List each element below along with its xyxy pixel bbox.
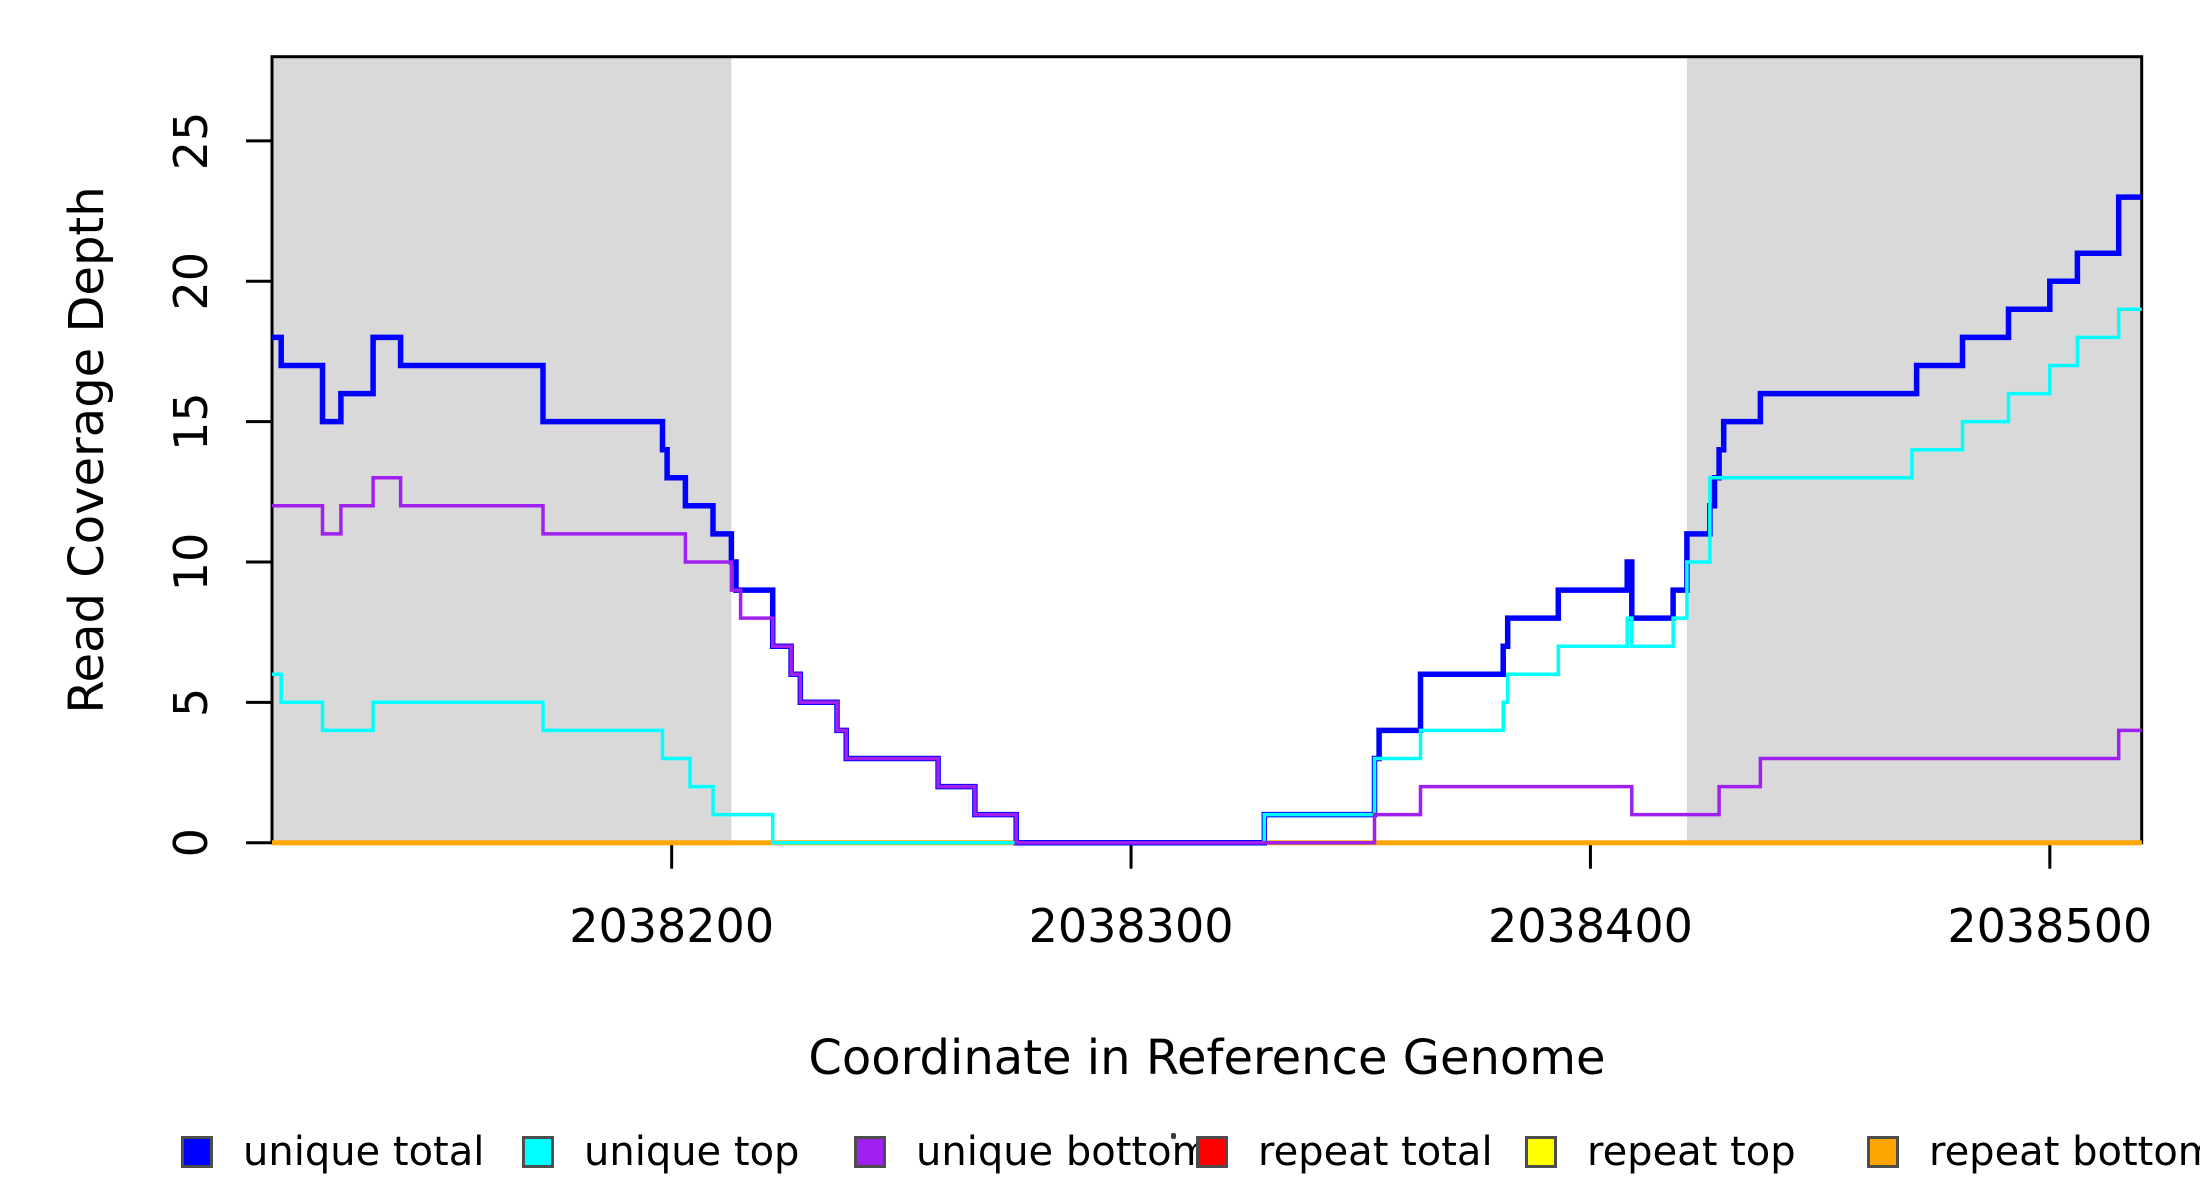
left-gray-flank: [272, 56, 732, 843]
x-axis-title: Coordinate in Reference Genome: [808, 1030, 1605, 1086]
y-tick-label: 10: [164, 533, 218, 592]
x-tick-label: 2038200: [569, 899, 774, 953]
y-tick-label: 20: [164, 252, 218, 311]
y-axis-title: Read Coverage Depth: [59, 186, 115, 713]
y-tick-label: 25: [164, 112, 218, 171]
series-unique-bottom-line: [272, 476, 2142, 845]
series-unique-top-line: [272, 307, 2142, 845]
x-tick-label: 2038500: [1947, 899, 2152, 953]
x-tick-label: 2038300: [1029, 899, 1234, 953]
y-tick-label: 5: [164, 688, 218, 717]
x-tick-label: 2038400: [1488, 899, 1693, 953]
y-tick-label: 0: [164, 828, 218, 857]
y-tick-label: 15: [164, 392, 218, 451]
